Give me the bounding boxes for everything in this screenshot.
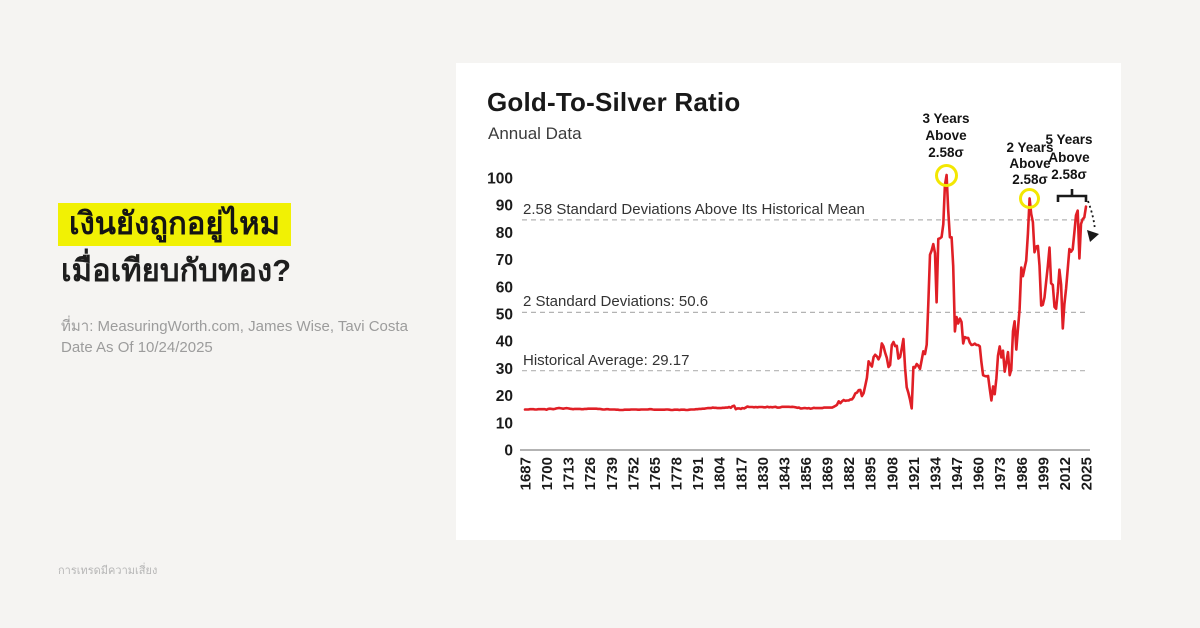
x-tick-label: 1778 (669, 457, 686, 490)
source-attribution: ที่มา: MeasuringWorth.com, James Wise, T… (61, 317, 408, 358)
x-tick-label: 1895 (863, 457, 880, 490)
x-tick-label: 1986 (1014, 457, 1031, 490)
x-tick-label: 1947 (949, 457, 966, 490)
x-tick-label: 1856 (798, 457, 815, 490)
x-tick-label: 1908 (884, 457, 901, 490)
ratio-chart: 0 10 20 30 40 50 60 70 80 90 100 1687 1700 1713 1726 17… (487, 171, 1096, 491)
y-tick-label: 30 (496, 361, 513, 378)
x-tick-label: 1765 (647, 457, 664, 490)
y-tick-label: 40 (496, 334, 513, 351)
x-tick-label: 1934 (928, 456, 945, 490)
y-tick-label: 100 (487, 171, 513, 188)
x-tick-label: 1726 (582, 457, 599, 490)
x-tick-label: 1999 (1035, 457, 1052, 490)
reference-label-2-sigma: 2 Standard Deviations: 50.6 (523, 293, 709, 310)
annotation-2-years-above: 2 Years Above 2.58σ (1006, 140, 1054, 187)
x-tick-label: 1804 (712, 456, 729, 490)
reference-label-mean: Historical Average: 29.17 (523, 352, 690, 369)
y-tick-label: 0 (504, 443, 513, 460)
five-years-bracket (1056, 189, 1088, 202)
annotation-5-years-above: 5 Years Above 2.58σ (1045, 132, 1093, 182)
y-tick-label: 90 (496, 198, 513, 215)
trend-arrow-dotted-line (1087, 200, 1096, 231)
headline-line-2: เมื่อเทียบกับทอง? (61, 253, 292, 288)
annotation-3-years-above: 3 Years Above 2.58σ (922, 111, 970, 160)
y-tick-label: 20 (496, 388, 513, 405)
x-tick-label: 1817 (733, 457, 750, 490)
chart-subtitle: Annual Data (488, 124, 582, 143)
risk-disclaimer: การเทรดมีความเสี่ยง (58, 565, 158, 577)
y-tick-label: 10 (496, 415, 513, 432)
peak-highlight-circle-1941 (935, 163, 959, 187)
x-tick-label: 2025 (1079, 457, 1096, 490)
x-tick-label: 1921 (906, 457, 923, 490)
x-tick-label: 1973 (992, 457, 1009, 490)
x-tick-label: 1687 (518, 457, 535, 490)
x-tick-label: 1700 (539, 457, 556, 490)
y-tick-label: 60 (496, 279, 513, 296)
y-tick-label: 80 (496, 225, 513, 242)
source-line-2: Date As Of 10/24/2025 (61, 338, 213, 356)
x-tick-label: 1843 (776, 457, 793, 490)
five-years-bracket-group (1056, 189, 1099, 242)
chart-card: 0 10 20 30 40 50 60 70 80 90 100 1687 1700 1713 1726 17… (456, 63, 1121, 540)
x-tick-label: 1830 (755, 457, 772, 490)
x-tick-label: 1882 (841, 457, 858, 490)
y-tick-label: 50 (496, 307, 513, 324)
chart-title: Gold-To-Silver Ratio (487, 87, 741, 117)
x-tick-label: 1752 (625, 457, 642, 490)
source-line-1: ที่มา: MeasuringWorth.com, James Wise, T… (61, 318, 408, 335)
x-tick-label: 2012 (1057, 457, 1074, 490)
x-tick-label: 1713 (561, 457, 578, 490)
gold-silver-ratio-line (523, 173, 1088, 412)
headline-line-1: เงินยังถูกอยู่ไหม (58, 203, 292, 246)
reference-label-2-58-sigma: 2.58 Standard Deviations Above Its Histo… (523, 201, 865, 218)
trend-arrowhead-icon (1087, 230, 1099, 242)
x-tick-label: 1869 (820, 457, 837, 490)
x-tick-label: 1791 (690, 457, 707, 490)
peak-highlight-circle-1991 (1019, 187, 1041, 209)
headline-highlight: เงินยังถูกอยู่ไหม (58, 203, 292, 246)
x-tick-label: 1960 (971, 457, 988, 490)
y-tick-label: 70 (496, 252, 513, 269)
x-tick-label: 1739 (604, 457, 621, 490)
